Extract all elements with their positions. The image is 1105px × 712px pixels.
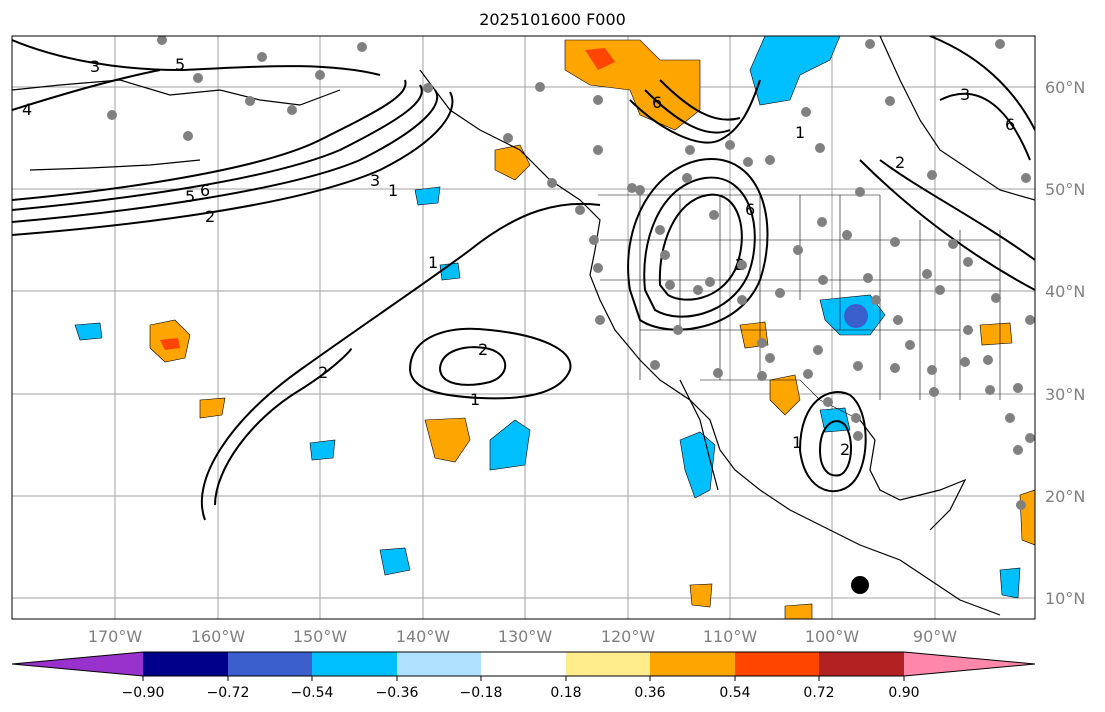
colorbar-segment	[735, 652, 819, 676]
lon-tick: 170°W	[88, 627, 143, 646]
colorbar-label: 0.18	[550, 685, 581, 701]
contour-label: 2	[895, 153, 905, 172]
colorbar-segment	[228, 652, 312, 676]
plot-frame	[11, 35, 1036, 620]
contour-label: 2	[840, 440, 850, 459]
colorbar-extend-min	[12, 652, 143, 676]
contour-label: 1	[470, 390, 480, 409]
gridlines	[12, 36, 1035, 619]
colorbar-label: 0.90	[888, 685, 919, 701]
lat-tick: 10°N	[1045, 589, 1085, 608]
contour-label: 6	[745, 200, 755, 219]
contour-label: 6	[652, 93, 662, 112]
colorbar-segment	[143, 652, 228, 676]
contour-label: 3	[960, 85, 970, 104]
contours	[12, 36, 1035, 521]
lon-tick: 130°W	[498, 627, 553, 646]
lon-tick-labels: 170°W 160°W 150°W 140°W 130°W 120°W 110°…	[88, 627, 957, 646]
lon-tick: 110°W	[703, 627, 758, 646]
colorbar-label: −0.18	[460, 685, 503, 701]
lat-tick: 50°N	[1045, 180, 1085, 199]
colorbar-label: 0.72	[803, 685, 834, 701]
colorbar-label: 0.54	[719, 685, 750, 701]
colorbar-segment	[819, 652, 904, 676]
colorbar-segment	[481, 652, 566, 676]
lat-tick-labels: 60°N 50°N 40°N 30°N 20°N 10°N	[1045, 78, 1085, 608]
colorbar-segment	[397, 652, 481, 676]
colorbar-label: 0.36	[634, 685, 665, 701]
lat-tick: 40°N	[1045, 282, 1085, 301]
map-title: 2025101600 F000	[479, 10, 626, 29]
colorbar-label: −0.54	[291, 685, 334, 701]
colorbar: −0.90 −0.72 −0.54 −0.36 −0.18 0.18 0.36 …	[11, 651, 1036, 701]
contour-label: 1	[428, 253, 438, 272]
contour-label: 6	[200, 181, 210, 200]
lon-tick: 90°W	[913, 627, 957, 646]
lon-tick: 140°W	[396, 627, 451, 646]
colorbar-label: −0.90	[122, 685, 165, 701]
contour-label: 6	[1005, 115, 1015, 134]
lon-tick: 100°W	[805, 627, 860, 646]
lon-tick: 160°W	[191, 627, 246, 646]
contour-label: 1	[792, 433, 802, 452]
contour-label: 2	[205, 207, 215, 226]
colorbar-label: −0.36	[376, 685, 419, 701]
contour-label: 1	[388, 181, 398, 200]
colorbar-label: −0.72	[207, 685, 250, 701]
contour-label: 5	[175, 55, 185, 74]
contour-label: 5	[185, 187, 195, 206]
contour-label: 1	[795, 123, 805, 142]
station-markers	[107, 36, 1035, 510]
lon-tick: 150°W	[293, 627, 348, 646]
colorbar-segment	[312, 652, 397, 676]
contour-label: 2	[318, 363, 328, 382]
lat-tick: 20°N	[1045, 487, 1085, 506]
contour-label: 2	[478, 340, 488, 359]
lon-tick: 120°W	[601, 627, 656, 646]
shaded-regions	[74, 36, 1035, 619]
lat-tick: 60°N	[1045, 78, 1085, 97]
colorbar-segment	[650, 652, 735, 676]
lat-tick: 30°N	[1045, 385, 1085, 404]
colorbar-segment	[566, 652, 650, 676]
black-marker	[851, 576, 869, 594]
contour-label: 3	[370, 171, 380, 190]
contour-label: 3	[90, 57, 100, 76]
contour-label: 4	[22, 100, 32, 119]
colorbar-extend-max	[904, 652, 1035, 676]
